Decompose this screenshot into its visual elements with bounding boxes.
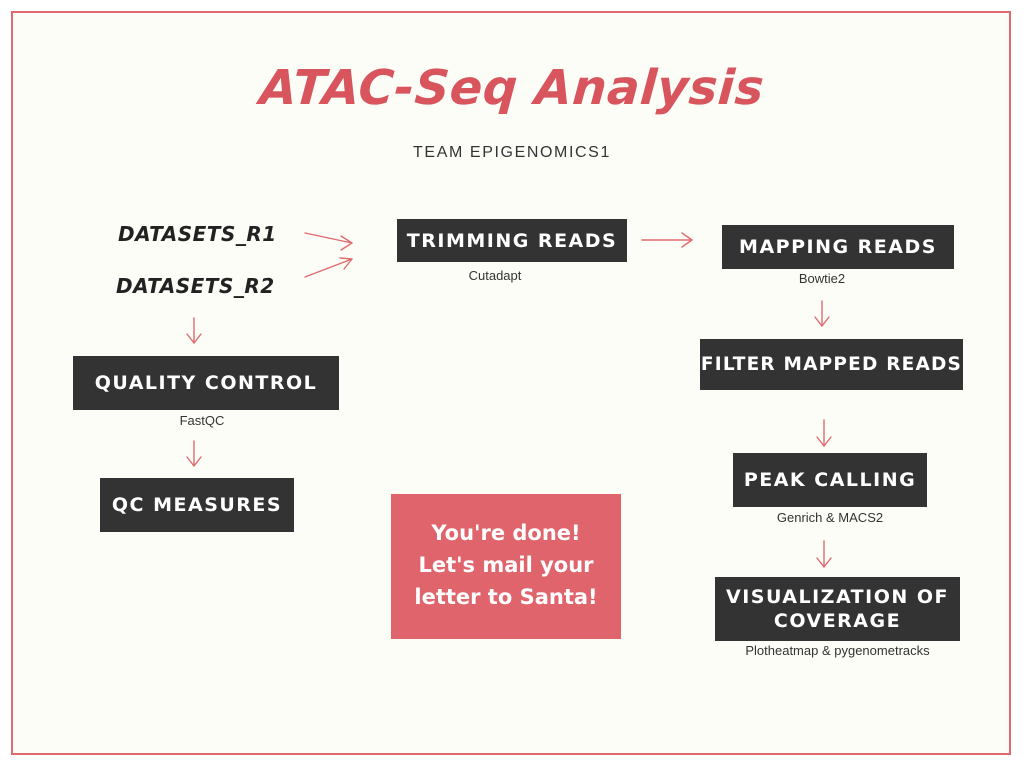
step-peak-calling: PEAK CALLING [733,453,927,507]
step-trimming-label: TRIMMING READS [406,229,618,252]
step-quality-label: QUALITY CONTROL [94,372,318,394]
step-quality-tool: FastQC [179,413,225,428]
page-title: ATAC-Seq Analysis [257,60,767,116]
dataset-r1-label: DATASETS_R1 [118,222,277,246]
completion-line-1: You're done! [431,521,581,545]
step-mapping-tool: Bowtie2 [798,271,846,286]
step-mapping-label: MAPPING READS [739,236,937,258]
step-qc-measures-label: QC MEASURES [111,494,283,516]
step-peak-label: PEAK CALLING [743,469,917,491]
step-visualization-of-coverage: VISUALIZATION OF COVERAGE [715,577,960,641]
dataset-r2-label: DATASETS_R2 [116,274,275,298]
page-subtitle: TEAM EPIGENOMICS1 [413,144,611,161]
step-filter-label: FILTER MAPPED READS [700,353,963,375]
completion-line-2: Let's mail your [418,553,594,577]
step-filter-mapped-reads: FILTER MAPPED READS [700,339,963,390]
step-peak-tool: Genrich & MACS2 [776,510,884,525]
step-quality-control: QUALITY CONTROL [73,356,339,410]
completion-message-box: You're done! Let's mail your letter to S… [391,494,621,639]
step-trimming-reads: TRIMMING READS [397,219,627,262]
step-visualization-tool: Plotheatmap & pygenometracks [745,643,930,658]
step-visualization-label-line1: VISUALIZATION OF [725,586,950,608]
step-mapping-reads: MAPPING READS [722,225,954,269]
step-visualization-label-line2: COVERAGE [773,610,902,632]
step-trimming-tool: Cutadapt [468,268,522,283]
step-qc-measures: QC MEASURES [100,478,294,532]
completion-line-3: letter to Santa! [414,585,598,609]
